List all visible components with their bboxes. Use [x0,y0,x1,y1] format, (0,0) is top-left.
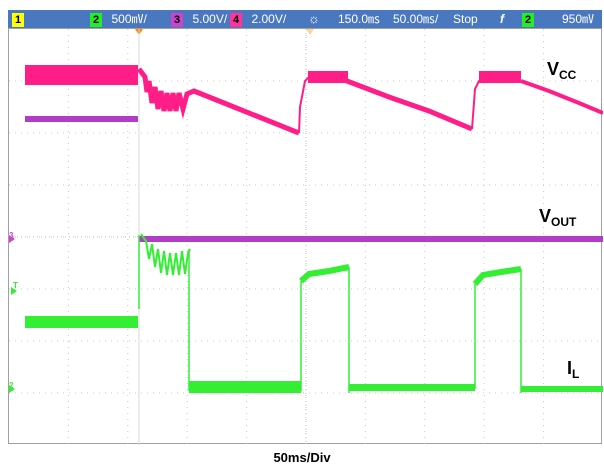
ch3-marker-label: 3 [9,231,14,240]
ch3-setting[interactable]: 3 5.00V/ [171,10,227,28]
ch4-setting[interactable]: 4 2.00V/ [230,10,286,28]
ch3-ground-marker[interactable] [9,235,15,243]
il-trace [25,233,603,393]
status-bar: 1 2 500㎷/ 3 5.00V/ 4 2.00V/ ☼ 150.0㎳ 50.… [8,10,602,28]
trigger-marker-label: T [13,281,18,290]
trigger-channel[interactable]: 2 [522,10,535,28]
trigger-level[interactable]: 950㎷ [562,12,595,26]
il-label: IL [567,358,580,381]
ch2-setting[interactable]: 2 500㎷/ [90,10,147,28]
trigger-slope-icon: f [500,12,504,26]
waveform-display[interactable]: VCC VOUT IL 3 T 2 [8,28,603,445]
ch2-ground-marker[interactable] [9,385,15,393]
ch4-scale: 2.00V/ [251,12,287,26]
ch3-scale: 5.00V/ [192,12,228,26]
vout-label: VOUT [539,206,577,229]
vcc-trace [25,65,603,136]
ch2-marker-label: 2 [9,381,14,390]
ch1-badge[interactable]: 1 [12,10,25,28]
trigger-level-marker[interactable] [11,287,17,295]
ch2-scale: 500㎷/ [111,12,147,26]
waveform-graticule [9,29,603,445]
delay-readout[interactable]: 150.0㎳ [338,12,381,26]
vout-trace [25,116,603,242]
timebase-caption: 50ms/Div [273,450,331,465]
vcc-label: VCC [547,59,577,82]
delay-marker [306,29,314,35]
trigger-position-icon: ☼ [308,11,320,26]
run-state[interactable]: Stop [453,12,478,26]
timebase-readout[interactable]: 50.00㎳/ [393,12,439,26]
